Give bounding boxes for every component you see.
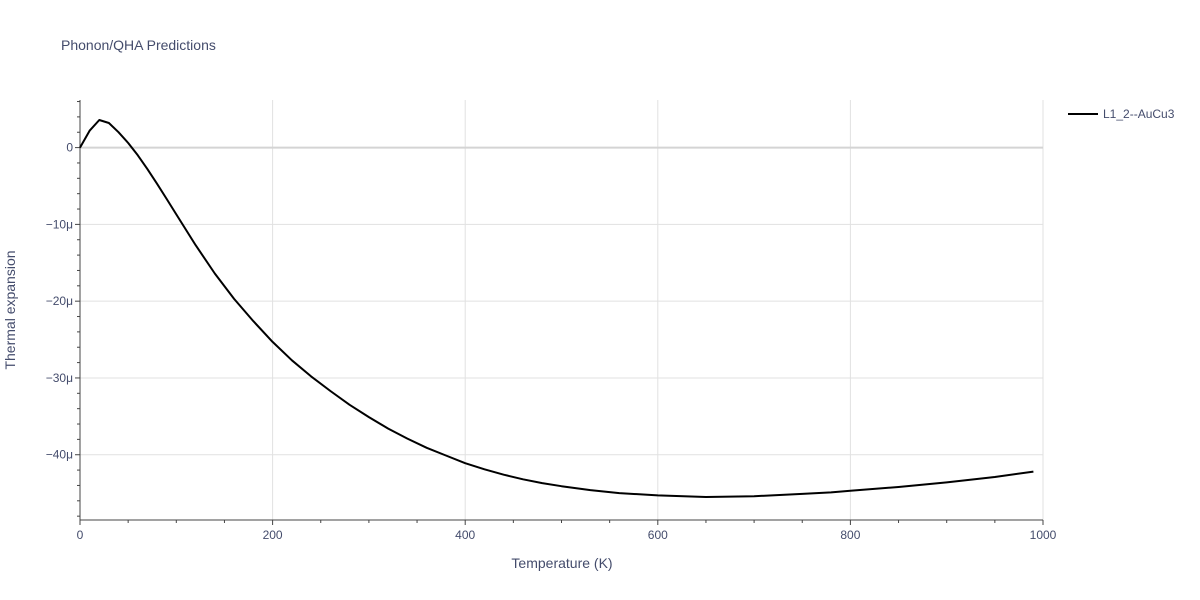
x-tick-label: 800 bbox=[840, 528, 860, 542]
chart-title: Phonon/QHA Predictions bbox=[61, 37, 216, 53]
y-tick-label: −20μ bbox=[46, 294, 73, 308]
x-tick-label: 0 bbox=[77, 528, 84, 542]
x-tick-label: 600 bbox=[648, 528, 668, 542]
x-tick-label: 1000 bbox=[1030, 528, 1057, 542]
axes: 0 200 400 600 800 1000 0 −10μ −20μ −30μ −40μ bbox=[46, 100, 1057, 542]
y-tick-label: −10μ bbox=[46, 217, 73, 231]
y-tick-label: −30μ bbox=[46, 371, 73, 385]
y-tick-label: −40μ bbox=[46, 448, 73, 462]
x-tick-label: 400 bbox=[455, 528, 475, 542]
legend[interactable]: L1_2--AuCu3 bbox=[1068, 107, 1175, 121]
y-axis-title: Thermal expansion bbox=[2, 250, 18, 369]
x-tick-label: 200 bbox=[263, 528, 283, 542]
plot-area bbox=[79, 119, 1034, 498]
y-tick-label: 0 bbox=[66, 141, 73, 155]
legend-label: L1_2--AuCu3 bbox=[1103, 107, 1175, 121]
series-line bbox=[79, 119, 1034, 498]
x-axis-title: Temperature (K) bbox=[511, 555, 612, 571]
grid bbox=[80, 100, 1044, 520]
